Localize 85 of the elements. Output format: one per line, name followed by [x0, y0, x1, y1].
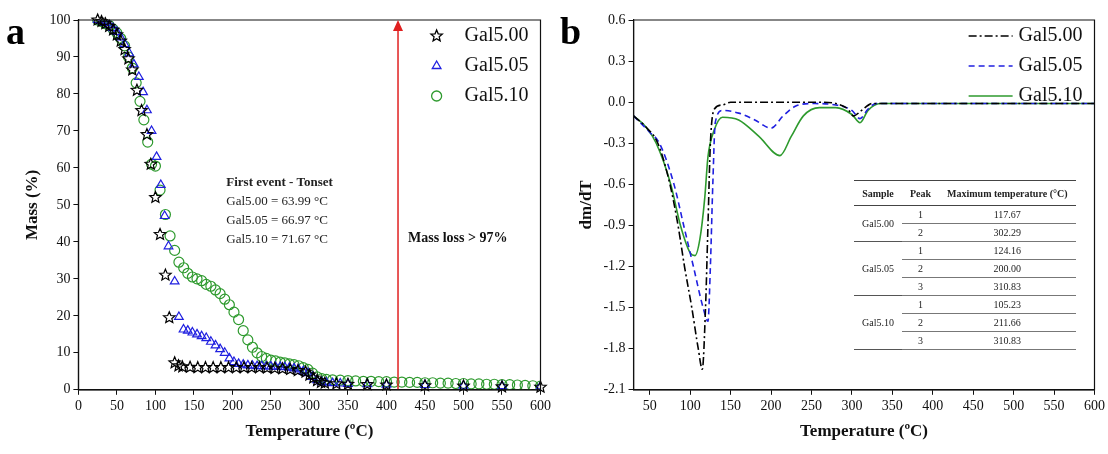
- x-tick-label: 450: [962, 397, 984, 413]
- y-tick-label: 0: [63, 381, 71, 397]
- annotation: 1: [901, 241, 940, 260]
- y-tick-label: -1.2: [603, 258, 626, 274]
- chart-title: a: [6, 10, 25, 52]
- x-tick-label: 400: [375, 397, 397, 413]
- x-axis-title: Temperature (ºC): [800, 421, 928, 441]
- annotation: 2: [901, 313, 940, 332]
- y-tick-label: 80: [56, 85, 71, 101]
- chart-title: b: [560, 10, 582, 52]
- x-tick-label: 0: [74, 397, 82, 413]
- annotation: 105.23: [939, 295, 1076, 314]
- y-tick-label: -1.5: [603, 299, 626, 315]
- y-tick-label: 10: [56, 344, 71, 360]
- y-axis-title: dm/dT: [575, 179, 595, 230]
- x-tick-label: 50: [109, 397, 124, 413]
- x-tick-label: 250: [800, 397, 822, 413]
- y-tick-label: 40: [56, 233, 71, 249]
- x-tick-label: 400: [922, 397, 944, 413]
- annotation: Gal5.00: [854, 205, 902, 242]
- x-tick-label: 350: [337, 397, 359, 413]
- annotation: 1: [901, 295, 940, 314]
- y-tick-label: -1.8: [603, 340, 626, 356]
- y-tick-label: 90: [56, 48, 71, 64]
- x-tick-label: 550: [491, 397, 513, 413]
- annotation: 310.83: [939, 277, 1076, 296]
- annotation: Peak: [901, 180, 940, 206]
- ref-line-label: Mass loss > 97%: [408, 229, 508, 245]
- annotation: 117.67: [939, 205, 1076, 224]
- annotation: Maximum temperature (°C): [939, 180, 1076, 206]
- annotation: Gal5.05: [854, 241, 902, 296]
- y-tick-label: 0.6: [608, 11, 626, 27]
- y-tick-label: -2.1: [603, 381, 626, 397]
- x-tick-label: 200: [221, 397, 243, 413]
- y-tick-label: 100: [49, 11, 71, 27]
- y-tick-label: 0.3: [608, 52, 626, 68]
- y-tick-label: 0.0: [608, 93, 626, 109]
- y-tick-label: 60: [56, 159, 71, 175]
- annotation: 2: [901, 223, 940, 242]
- annotation: 3: [901, 331, 940, 350]
- x-tick-label: 500: [1003, 397, 1025, 413]
- annotation: 1: [901, 205, 940, 224]
- annotation: First event - Tonset: [226, 174, 334, 190]
- x-tick-label: 100: [679, 397, 701, 413]
- annotation: Gal5.10: [854, 295, 902, 350]
- legend-label: Gal5.05: [464, 53, 529, 76]
- x-tick-label: 300: [841, 397, 863, 413]
- y-tick-label: 50: [56, 196, 71, 212]
- x-tick-label: 350: [881, 397, 903, 413]
- x-tick-label: 600: [1084, 397, 1105, 413]
- x-tick-label: 150: [183, 397, 205, 413]
- y-axis-title: Mass (%): [21, 169, 41, 241]
- x-tick-label: 50: [642, 397, 657, 413]
- x-tick-label: 250: [260, 397, 282, 413]
- annotation: 3: [901, 277, 940, 296]
- y-tick-label: -0.6: [603, 176, 626, 192]
- x-tick-label: 200: [760, 397, 782, 413]
- x-tick-label: 600: [530, 397, 551, 413]
- y-tick-label: 30: [56, 270, 71, 286]
- legend-label: Gal5.10: [1018, 83, 1083, 106]
- annotation: Sample: [854, 180, 902, 206]
- annotation: 200.00: [939, 259, 1076, 278]
- annotation: Gal5.05 = 66.97 °C: [226, 212, 329, 228]
- x-tick-label: 100: [144, 397, 166, 413]
- annotation: 2: [901, 259, 940, 278]
- y-tick-label: 70: [56, 122, 71, 138]
- x-tick-label: 550: [1043, 397, 1065, 413]
- annotation: 302.29: [939, 223, 1076, 242]
- x-tick-label: 300: [298, 397, 320, 413]
- x-axis-title: Temperature (ºC): [245, 421, 374, 441]
- annotation: 211.66: [939, 313, 1076, 332]
- legend-label: Gal5.00: [1018, 23, 1083, 46]
- annotation: 124.16: [939, 241, 1076, 260]
- x-tick-label: 450: [414, 397, 436, 413]
- y-tick-label: 20: [56, 307, 71, 323]
- legend-label: Gal5.10: [464, 83, 529, 106]
- annotation: Gal5.10 = 71.67 °C: [226, 231, 329, 247]
- y-tick-label: -0.3: [603, 134, 626, 150]
- y-tick-label: -0.9: [603, 217, 626, 233]
- x-tick-label: 150: [720, 397, 742, 413]
- annotation: Gal5.00 = 63.99 °C: [226, 193, 329, 209]
- annotation: 310.83: [939, 331, 1076, 350]
- legend-label: Gal5.00: [464, 23, 529, 46]
- legend-label: Gal5.05: [1018, 53, 1083, 76]
- x-tick-label: 500: [452, 397, 474, 413]
